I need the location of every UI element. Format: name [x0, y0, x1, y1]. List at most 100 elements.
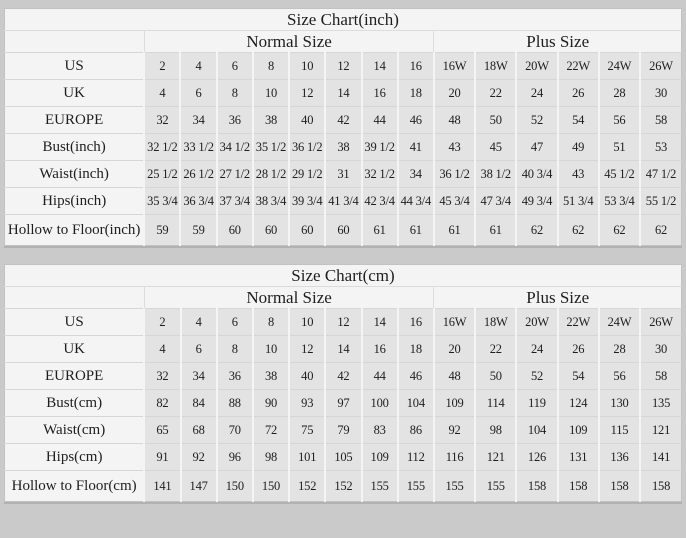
value-cell: 32 [143, 106, 181, 134]
value-cell: 42 [324, 362, 362, 390]
value-cell: 121 [639, 416, 682, 444]
table-row: Hips(inch) 35 3/4 36 3/4 37 3/4 38 3/4 39 3/4… [4, 187, 682, 215]
value-cell: 116 [432, 443, 476, 471]
value-cell: 62 [515, 214, 558, 246]
value-cell: 20 [432, 79, 476, 107]
value-cell: 26W [639, 308, 682, 336]
value-cell: 61 [432, 214, 476, 246]
value-cell: 61 [360, 214, 398, 246]
value-cell: 49 [556, 133, 599, 161]
value-cell: 59 [143, 214, 181, 246]
table-row: Hollow to Floor(inch) 59 59 60 60 60 60 61 61 61 6… [4, 214, 682, 246]
value-cell: 119 [515, 389, 558, 417]
value-cell: 158 [556, 470, 599, 502]
value-cell: 53 3/4 [597, 187, 640, 215]
value-cell: 126 [515, 443, 558, 471]
value-cell: 36 [215, 362, 253, 390]
value-cell: 109 [432, 389, 476, 417]
value-cell: 35 1/2 [251, 133, 290, 161]
value-cell: 8 [251, 308, 290, 336]
value-cell: 92 [179, 443, 217, 471]
value-cell: 98 [474, 416, 517, 444]
size-chart-inch-table: Size Chart(inch) Normal Size Plus Size U… [4, 8, 682, 246]
value-cell: 55 1/2 [639, 187, 682, 215]
value-cell: 31 [324, 160, 362, 188]
value-cell: 4 [143, 79, 181, 107]
value-cell: 152 [324, 470, 362, 502]
table-row: EUROPE 32 34 36 38 40 42 44 46 48 50 52 54 56 58 [4, 106, 682, 134]
group-header-row: Normal Size Plus Size [4, 30, 682, 53]
value-cell: 50 [474, 362, 517, 390]
table-row: Waist(cm) 65 68 70 72 75 79 83 86 92 98 104 109 115 12… [4, 416, 682, 444]
value-cell: 16 [360, 79, 398, 107]
value-cell: 24W [597, 52, 640, 80]
value-cell: 155 [432, 470, 476, 502]
value-cell: 59 [179, 214, 217, 246]
value-cell: 105 [324, 443, 362, 471]
value-cell: 155 [360, 470, 398, 502]
value-cell: 51 3/4 [556, 187, 599, 215]
value-cell: 18 [396, 79, 434, 107]
value-cell: 109 [360, 443, 398, 471]
table-row: EUROPE 32 34 36 38 40 42 44 46 48 50 52 54 56 58 [4, 362, 682, 390]
value-cell: 25 1/2 [143, 160, 181, 188]
value-cell: 30 [639, 335, 682, 363]
value-cell: 36 3/4 [179, 187, 217, 215]
value-cell: 131 [556, 443, 599, 471]
value-cell: 121 [474, 443, 517, 471]
value-cell: 16W [432, 308, 476, 336]
value-cell: 58 [639, 106, 682, 134]
value-cell: 24W [597, 308, 641, 336]
value-cell: 32 1/2 [360, 160, 398, 188]
value-cell: 158 [597, 470, 641, 502]
value-cell: 150 [215, 470, 253, 502]
value-cell: 47 [515, 133, 558, 161]
value-cell: 12 [324, 52, 362, 80]
value-cell: 104 [396, 389, 434, 417]
value-cell: 14 [324, 335, 362, 363]
value-cell: 104 [515, 416, 558, 444]
row-label: Hollow to Floor(inch) [4, 214, 145, 246]
table-title-row: Size Chart(cm) [4, 264, 682, 287]
table-title: Size Chart(inch) [4, 8, 682, 31]
value-cell: 40 3/4 [515, 160, 558, 188]
value-cell: 26 [556, 335, 599, 363]
table-row: UK 4 6 8 10 12 14 16 18 20 22 24 26 28 30 [4, 335, 682, 363]
row-label: Waist(cm) [4, 416, 145, 444]
row-label: Hips(cm) [4, 443, 145, 471]
normal-size-header: Normal Size [143, 30, 434, 53]
value-cell: 56 [597, 106, 640, 134]
value-cell: 100 [360, 389, 398, 417]
value-cell: 16 [396, 52, 434, 80]
value-cell: 36 1/2 [288, 133, 326, 161]
value-cell: 40 [288, 106, 326, 134]
value-cell: 70 [215, 416, 253, 444]
value-cell: 45 1/2 [597, 160, 640, 188]
value-cell: 109 [556, 416, 599, 444]
value-cell: 39 3/4 [288, 187, 326, 215]
value-cell: 22W [556, 308, 599, 336]
value-cell: 114 [474, 389, 517, 417]
corner-empty-cell [4, 30, 145, 53]
value-cell: 130 [597, 389, 641, 417]
value-cell: 18W [474, 52, 517, 80]
value-cell: 50 [474, 106, 517, 134]
value-cell: 91 [143, 443, 181, 471]
value-cell: 12 [288, 79, 326, 107]
value-cell: 43 [432, 133, 476, 161]
value-cell: 10 [288, 308, 326, 336]
group-header-row: Normal Size Plus Size [4, 286, 682, 309]
normal-size-header: Normal Size [143, 286, 434, 309]
value-cell: 155 [474, 470, 517, 502]
value-cell: 96 [215, 443, 253, 471]
row-label: US [4, 52, 145, 80]
table-row: Waist(inch) 25 1/2 26 1/2 27 1/2 28 1/2 29 1/… [4, 160, 682, 188]
value-cell: 62 [556, 214, 599, 246]
value-cell: 2 [143, 52, 181, 80]
value-cell: 36 [215, 106, 253, 134]
value-cell: 52 [515, 362, 558, 390]
corner-empty-cell [4, 286, 145, 309]
value-cell: 75 [288, 416, 326, 444]
value-cell: 24 [515, 335, 558, 363]
value-cell: 22 [474, 335, 517, 363]
